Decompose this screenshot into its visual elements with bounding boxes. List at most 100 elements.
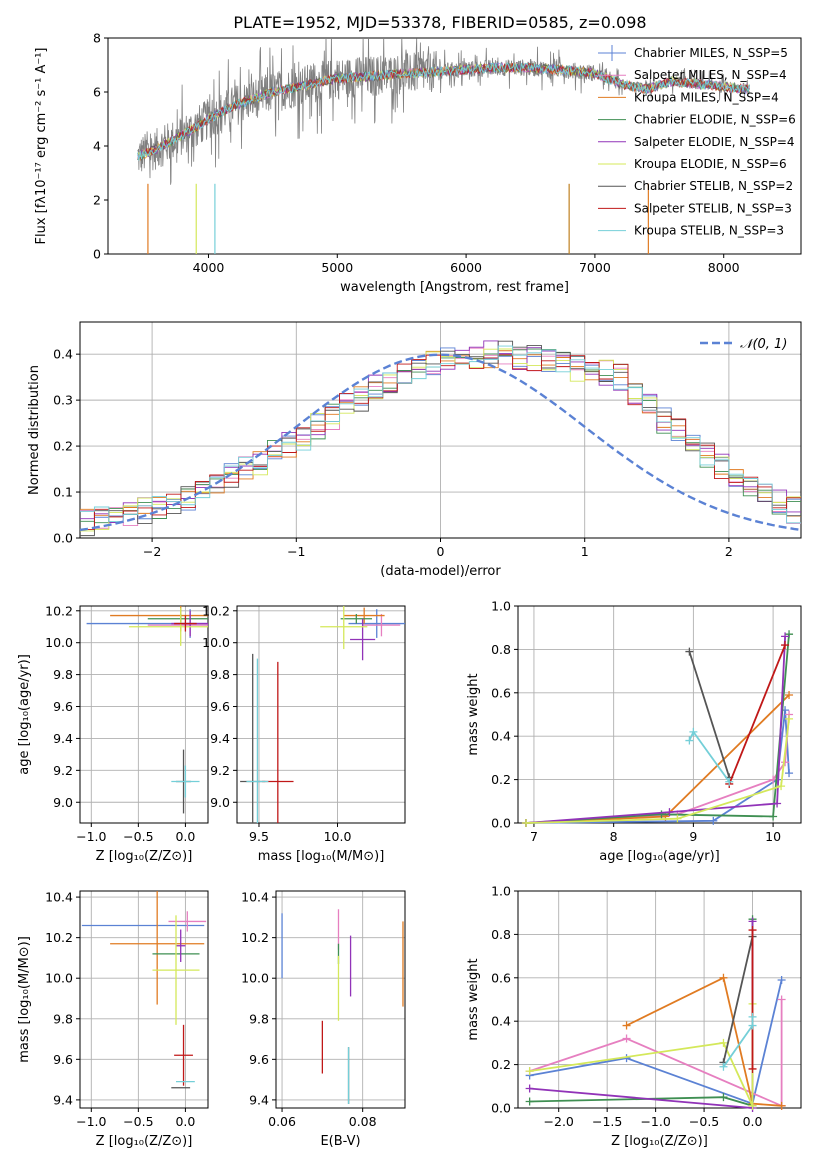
y-tick-label: 0.6 — [491, 685, 511, 700]
data-point — [168, 911, 207, 932]
weight-marker — [748, 1064, 757, 1073]
x-tick-label: 0.06 — [268, 1114, 296, 1129]
x-tick-label: −1.0 — [76, 829, 106, 844]
weight-series-line — [525, 634, 790, 824]
y-tick-label: 0.2 — [491, 1057, 511, 1072]
weight-series-line — [626, 976, 782, 1107]
y-axis-label: mass weight — [466, 673, 481, 755]
y-tick-label: 10.0 — [202, 635, 230, 650]
y-tick-label: 0.8 — [491, 642, 511, 657]
data-point — [174, 615, 197, 632]
y-tick-label: 10.4 — [241, 890, 269, 905]
y-tick-label: 10.2 — [45, 930, 73, 945]
x-tick-label: 7000 — [579, 260, 611, 275]
weight-marker — [785, 714, 794, 723]
y-axis-label: Normed distribution — [27, 365, 42, 495]
x-axis-label: wavelength [Angstrom, rest frame] — [340, 280, 569, 295]
age-vs-mass-axes: 9.5 10.0 9.0 9.2 9.4 9.6 9.8 10.0 10.2 — [202, 603, 406, 844]
y-tick-label: 10.0 — [45, 635, 73, 650]
x-tick-label: 0.08 — [349, 1114, 377, 1129]
residual-histogram — [80, 354, 801, 531]
residuals-axes: −2 −1 0 1 2 0.0 0.1 0.2 0.3 0.4 — [53, 321, 802, 559]
weight-marker — [781, 632, 790, 641]
weight-marker — [719, 1038, 728, 1047]
data-point — [340, 613, 373, 624]
data-point — [176, 929, 186, 962]
weight-marker — [748, 926, 757, 935]
mass-vs-EBV-axes: 0.06 0.08 9.4 9.6 9.8 10.0 10.2 10.4 — [241, 890, 406, 1129]
weight-marker — [725, 777, 734, 786]
x-tick-label: −1.0 — [640, 1114, 670, 1129]
data-point — [110, 891, 205, 1005]
weight-marker — [685, 647, 694, 656]
y-tick-label: 9.4 — [53, 1092, 73, 1107]
x-tick-label: 8 — [610, 829, 618, 844]
weight-series-line — [722, 936, 754, 1063]
x-axis-label: Z [log₁₀(Z/Z⊙)] — [96, 1134, 193, 1149]
y-tick-label: 10.2 — [202, 603, 230, 618]
weight-marker — [622, 1021, 631, 1030]
y-tick-label: 9.0 — [53, 795, 73, 810]
weight-series-line — [529, 921, 754, 1109]
y-tick-label: 0.0 — [491, 816, 511, 831]
y-tick-label: 0.1 — [53, 485, 73, 500]
y-axis-label: mass weight — [466, 958, 481, 1040]
y-tick-label: 9.4 — [210, 731, 230, 746]
weight-marker — [748, 1012, 757, 1021]
data-point — [350, 618, 376, 661]
y-tick-label: 0.0 — [491, 1101, 511, 1116]
y-tick-label: 0.4 — [53, 347, 73, 362]
x-tick-label: −0.5 — [123, 1114, 153, 1129]
data-point — [174, 1024, 193, 1086]
y-tick-label: 9.6 — [210, 699, 230, 714]
weight-marker — [748, 917, 757, 926]
legend-entry: Chabrier STELIB, N_SSP=2 — [634, 179, 793, 193]
y-tick-label: 9.0 — [210, 795, 230, 810]
x-tick-label: 10 — [765, 829, 781, 844]
data-point — [152, 915, 200, 1025]
weight-marker — [525, 1067, 534, 1076]
y-tick-label: 9.8 — [53, 667, 73, 682]
x-tick-label: 5000 — [321, 260, 353, 275]
x-tick-label: −2.0 — [544, 1114, 574, 1129]
y-tick-label: 9.4 — [53, 731, 73, 746]
y-tick-label: 0.4 — [491, 729, 511, 744]
y-tick-label: 2 — [93, 193, 101, 208]
plot-frame — [236, 605, 406, 824]
weight-marker — [785, 690, 794, 699]
legend-entry: Kroupa ELODIE, N_SSP=6 — [634, 157, 787, 171]
weight-marker — [773, 799, 782, 808]
x-axis-label: (data-model)/error — [380, 564, 501, 579]
weight-marker — [777, 975, 786, 984]
model-fit-line — [137, 62, 750, 161]
weight-marker — [781, 641, 790, 650]
x-tick-label: 4000 — [193, 260, 225, 275]
y-tick-label: 9.6 — [249, 1052, 269, 1067]
weight-vs-Z-axes: −2.0 −1.5 −1.0 −0.5 0.0 0.0 0.2 0.4 0.6 0.8 1.0 — [491, 884, 802, 1129]
x-tick-label: 1 — [581, 544, 589, 559]
y-tick-label: 10.0 — [45, 971, 73, 986]
weight-series-line — [525, 636, 786, 824]
data-point — [348, 609, 405, 638]
weight-marker — [673, 814, 682, 823]
legend-entry: Kroupa MILES, N_SSP=4 — [634, 90, 779, 104]
y-tick-label: 9.8 — [53, 1011, 73, 1026]
plot-frame — [79, 605, 209, 824]
data-point — [362, 613, 401, 637]
weight-marker — [689, 727, 698, 736]
y-tick-label: 0.2 — [53, 439, 73, 454]
y-tick-label: 9.6 — [53, 1052, 73, 1067]
y-tick-label: 10.4 — [45, 890, 73, 905]
weight-series-line — [525, 718, 790, 824]
x-tick-label: 0.0 — [175, 829, 195, 844]
age-vs-Z-axes: −1.0 −0.5 0.0 9.0 9.2 9.4 9.6 9.8 10.0 10.2 — [45, 603, 209, 844]
weight-series-line — [529, 979, 783, 1105]
weight-series-line — [525, 714, 790, 824]
x-tick-label: 0.0 — [175, 1114, 195, 1129]
y-tick-label: 9.8 — [249, 1011, 269, 1026]
y-tick-label: 6 — [93, 85, 101, 100]
y-tick-label: 8 — [93, 31, 101, 46]
data-point — [320, 606, 368, 650]
x-tick-label: 9.5 — [249, 829, 269, 844]
